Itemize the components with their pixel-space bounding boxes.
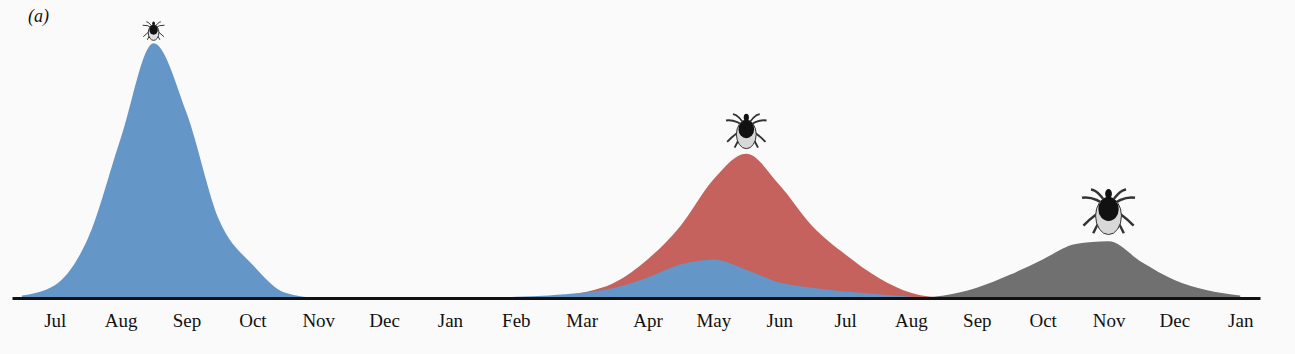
tick-head [744, 114, 749, 121]
x-tick-label: Nov [1093, 310, 1126, 331]
x-tick-label: Apr [633, 310, 663, 331]
x-tick: Jul [835, 298, 857, 331]
tick-scutum [1098, 197, 1118, 221]
x-tick: Mar [566, 298, 598, 331]
x-tick-label: Aug [105, 310, 138, 331]
x-axis-line [13, 297, 1261, 300]
x-tick: Dec [369, 298, 400, 331]
x-tick: Oct [1029, 298, 1057, 331]
series-area [22, 43, 1240, 298]
x-tick-label: Oct [1029, 310, 1057, 331]
x-tick-label: Feb [502, 310, 531, 331]
x-tick-label: Jul [835, 310, 857, 331]
x-tick-label: Dec [369, 310, 400, 331]
x-tick: Dec [1160, 298, 1191, 331]
x-tick: Sep [963, 298, 992, 331]
x-tick: Oct [239, 298, 267, 331]
x-tick-label: Jan [438, 310, 464, 331]
x-tick: Aug [895, 298, 928, 331]
x-tick-label: May [696, 310, 731, 331]
x-tick-label: Jun [767, 310, 794, 331]
x-tick-label: Dec [1160, 310, 1191, 331]
x-tick-label: Oct [239, 310, 267, 331]
x-tick: Nov [302, 298, 335, 331]
x-tick: Jul [44, 298, 66, 331]
x-tick: Sep [173, 298, 202, 331]
x-tick-label: Sep [963, 310, 992, 331]
tick-illustration [1082, 189, 1135, 235]
illustrations [143, 22, 1135, 235]
tick-scutum [149, 25, 157, 35]
x-tick: Aug [105, 298, 138, 331]
x-tick: Apr [633, 298, 663, 331]
x-tick-label: Sep [173, 310, 202, 331]
x-tick: May [696, 298, 731, 331]
tick-head [1105, 189, 1112, 199]
tick-abdomen [1096, 197, 1122, 234]
tick-head [152, 22, 155, 26]
x-tick: Jan [1228, 298, 1254, 331]
x-tick-label: Aug [895, 310, 928, 331]
background [0, 0, 1295, 354]
x-tick: Nov [1093, 298, 1126, 331]
x-axis: Jul Aug Sep Oct Nov Dec Jan Feb Mar Apr May Jun Jul A… [13, 298, 1261, 331]
x-tick-label: Mar [566, 310, 598, 331]
x-tick-label: Jul [44, 310, 66, 331]
chart: Jul Aug Sep Oct Nov Dec Jan Feb Mar Apr May Jun Jul A… [0, 0, 1295, 354]
tick-illustration [143, 22, 165, 41]
tick-illustration [726, 114, 767, 149]
plot-area [22, 43, 1240, 298]
tick-abdomen [736, 120, 756, 149]
x-tick-label: Jan [1228, 310, 1254, 331]
tick-scutum [739, 120, 755, 138]
tick-abdomen [148, 25, 159, 40]
x-tick: Feb [502, 298, 531, 331]
x-tick: Jan [438, 298, 464, 331]
x-tick-label: Nov [302, 310, 335, 331]
title: (a) [28, 6, 49, 27]
x-tick: Jun [767, 298, 794, 331]
series-area [911, 241, 1240, 298]
